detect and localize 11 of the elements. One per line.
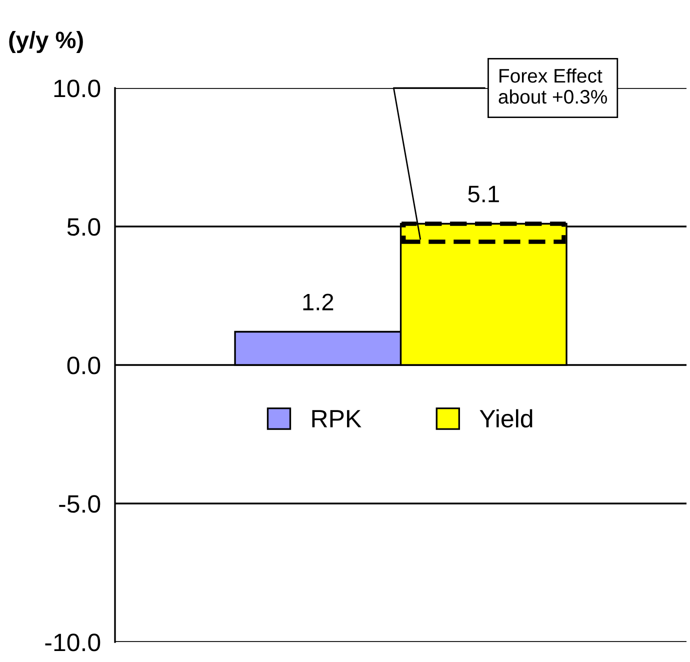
- y-tick-label: 0.0: [67, 356, 100, 374]
- legend-label: RPK: [312, 410, 362, 428]
- data-label: 1.2: [303, 294, 334, 310]
- data-label: 5.1: [468, 186, 499, 202]
- y-tick-label: 10.0: [54, 80, 100, 98]
- annotation: Forex Effect about +0.3%: [498, 68, 607, 104]
- y-tick-label: -10.0: [45, 634, 100, 652]
- legend-label: Yield: [480, 409, 532, 428]
- y-tick-label: -5.0: [59, 495, 100, 513]
- y-tick-label: 5.0: [67, 218, 100, 236]
- y-axis-title: (y/y %): [9, 30, 83, 54]
